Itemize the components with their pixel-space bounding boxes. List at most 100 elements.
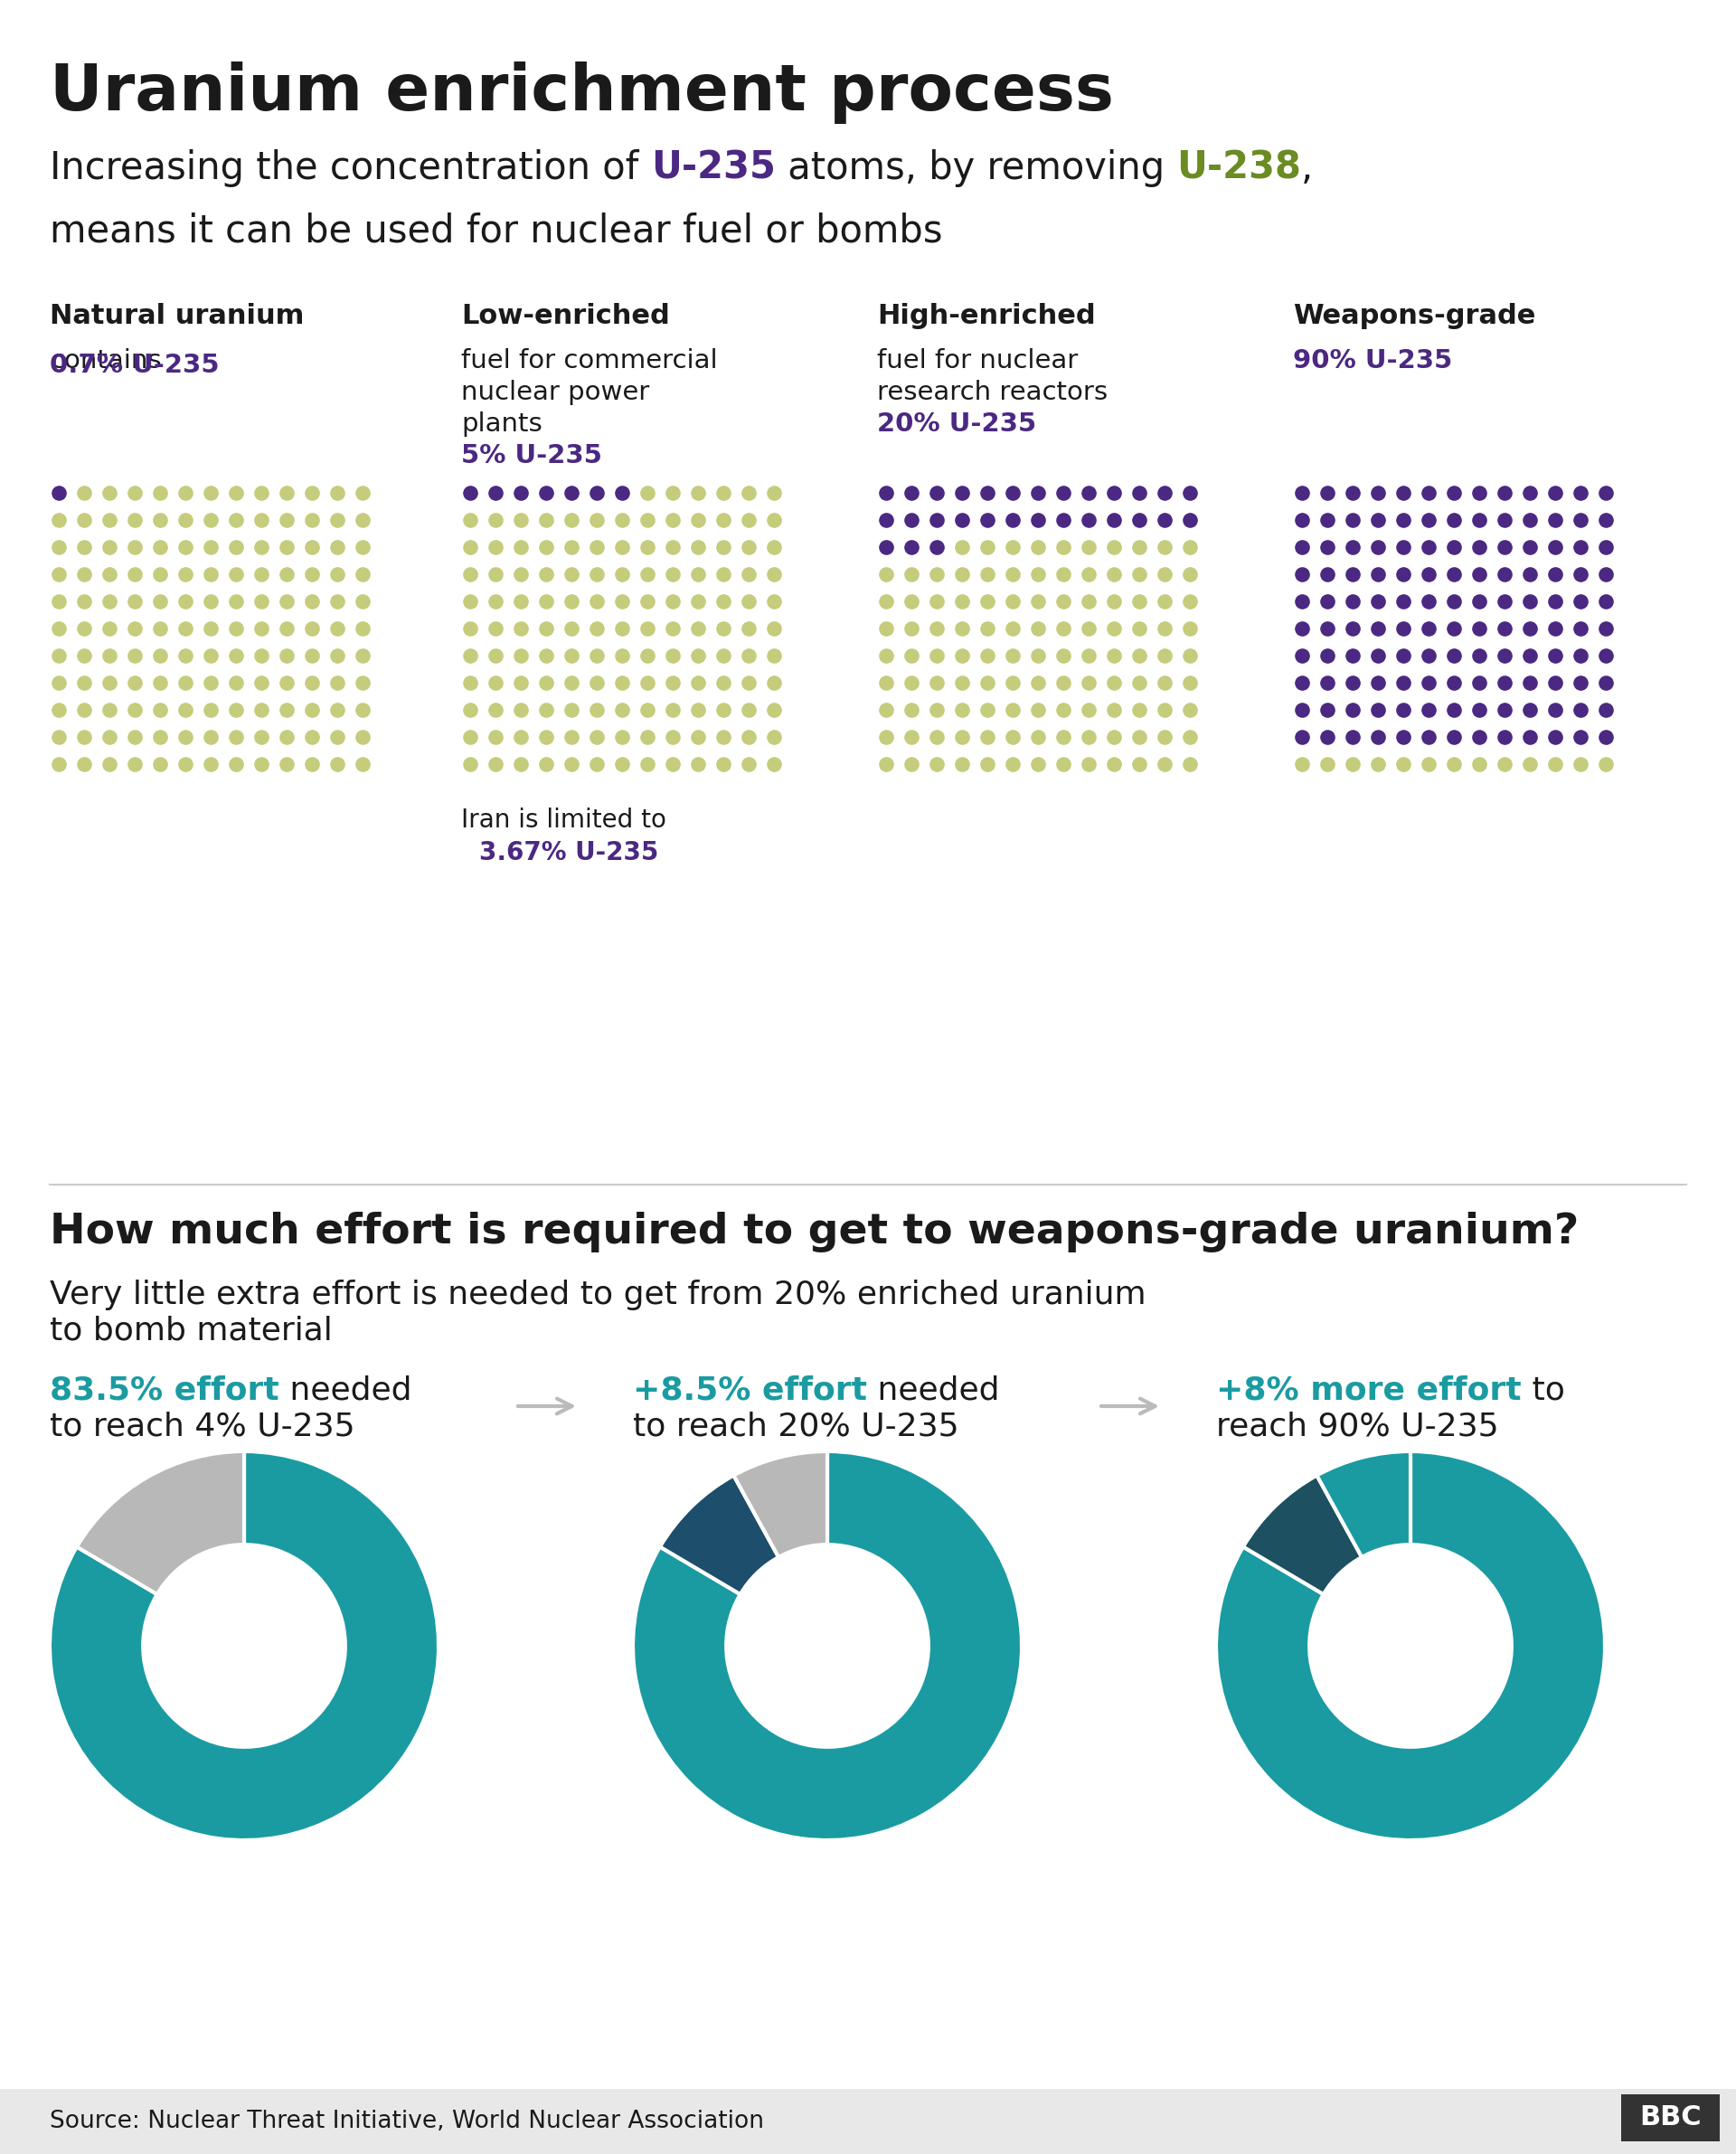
Point: [122, 638, 149, 672]
Point: [684, 476, 712, 510]
Point: [533, 476, 561, 510]
Wedge shape: [1318, 1452, 1410, 1557]
Point: [1125, 666, 1153, 700]
Text: Source: Nuclear Threat Initiative, World Nuclear Association: Source: Nuclear Threat Initiative, World…: [50, 2109, 764, 2132]
Point: [660, 476, 687, 510]
Point: [507, 747, 535, 782]
Point: [1389, 719, 1417, 754]
Point: [1592, 666, 1620, 700]
Point: [1516, 694, 1543, 728]
Point: [248, 502, 276, 536]
Point: [1441, 747, 1469, 782]
Point: [1151, 584, 1179, 618]
Point: [69, 502, 97, 536]
Point: [1566, 747, 1594, 782]
Point: [1101, 666, 1128, 700]
Point: [1175, 558, 1203, 592]
Point: [1415, 747, 1443, 782]
Point: [1175, 666, 1203, 700]
Point: [122, 694, 149, 728]
Point: [710, 476, 738, 510]
Point: [299, 666, 326, 700]
Point: [1491, 747, 1519, 782]
Point: [1101, 638, 1128, 672]
Point: [1364, 638, 1392, 672]
Point: [1024, 612, 1052, 646]
Point: [948, 666, 976, 700]
Point: [1415, 666, 1443, 700]
Point: [998, 584, 1026, 618]
Point: [1024, 719, 1052, 754]
Point: [533, 666, 561, 700]
Point: [533, 694, 561, 728]
Point: [533, 612, 561, 646]
Point: [557, 666, 585, 700]
Point: [323, 719, 351, 754]
Point: [974, 694, 1002, 728]
Point: [1491, 638, 1519, 672]
Text: nuclear power: nuclear power: [462, 379, 649, 405]
Point: [69, 638, 97, 672]
Point: [146, 612, 174, 646]
Point: [608, 719, 635, 754]
Point: [1465, 747, 1493, 782]
Point: [634, 638, 661, 672]
Point: [1125, 747, 1153, 782]
Point: [95, 558, 123, 592]
Point: [248, 638, 276, 672]
Point: [1314, 584, 1342, 618]
Bar: [0, 2089, 1736, 2154]
Point: [146, 666, 174, 700]
Point: [1101, 558, 1128, 592]
Point: [1542, 476, 1569, 510]
Point: [608, 612, 635, 646]
Point: [871, 530, 899, 564]
Point: [69, 558, 97, 592]
Point: [1288, 502, 1316, 536]
Point: [924, 719, 951, 754]
Point: [146, 502, 174, 536]
Point: [734, 719, 762, 754]
Point: [1389, 476, 1417, 510]
Text: 83.5% effort: 83.5% effort: [50, 1374, 279, 1404]
Point: [457, 530, 484, 564]
Point: [1364, 476, 1392, 510]
Point: [172, 584, 200, 618]
Point: [1125, 584, 1153, 618]
Point: [557, 584, 585, 618]
Point: [248, 747, 276, 782]
Point: [898, 502, 925, 536]
Point: [1151, 638, 1179, 672]
Point: [1389, 502, 1417, 536]
Point: [1314, 530, 1342, 564]
Point: [248, 476, 276, 510]
Point: [248, 612, 276, 646]
Point: [1288, 530, 1316, 564]
Point: [1049, 638, 1076, 672]
Point: [1338, 584, 1366, 618]
Point: [349, 530, 377, 564]
Point: [1338, 558, 1366, 592]
Point: [1441, 502, 1469, 536]
Point: [710, 584, 738, 618]
Point: [1125, 530, 1153, 564]
Point: [1566, 719, 1594, 754]
Point: [1125, 694, 1153, 728]
Point: [1592, 502, 1620, 536]
Point: [1516, 719, 1543, 754]
Point: [533, 747, 561, 782]
Point: [1465, 612, 1493, 646]
Point: [948, 612, 976, 646]
Point: [660, 502, 687, 536]
Point: [1516, 584, 1543, 618]
Point: [1125, 638, 1153, 672]
Point: [871, 747, 899, 782]
Point: [1125, 476, 1153, 510]
Point: [533, 719, 561, 754]
Point: [1314, 747, 1342, 782]
Text: fuel for commercial: fuel for commercial: [462, 349, 717, 373]
Point: [1516, 747, 1543, 782]
Point: [196, 719, 224, 754]
Point: [1516, 666, 1543, 700]
Point: [349, 694, 377, 728]
